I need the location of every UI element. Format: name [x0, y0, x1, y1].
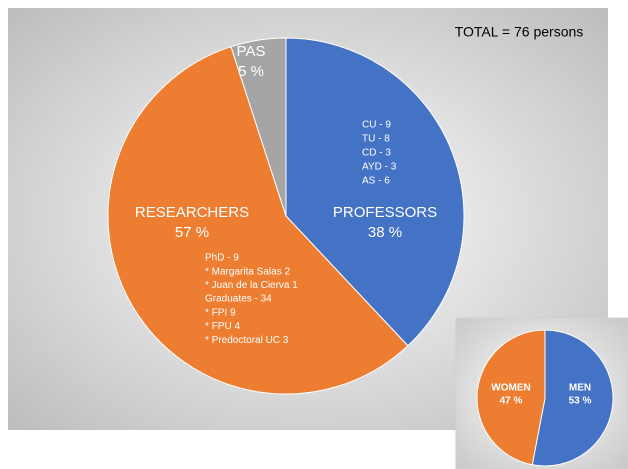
- value-label: 38 %: [368, 224, 402, 241]
- detail-text: * FPI 9: [205, 307, 236, 318]
- value-label: 47 %: [500, 396, 523, 407]
- slice-label: WOMEN: [491, 383, 530, 394]
- detail-text: * Predoctoral UC 3: [205, 335, 289, 346]
- pie-slice: [107, 46, 409, 395]
- detail-text: CD - 3: [362, 148, 391, 159]
- value-label: 57 %: [175, 224, 209, 241]
- annotation: TOTAL = 76 persons: [455, 24, 584, 40]
- slice-label: RESEARCHERS: [135, 204, 249, 221]
- value-label: 5 %: [238, 63, 264, 80]
- detail-text: TU - 8: [362, 134, 390, 145]
- detail-text: PhD - 9: [205, 253, 239, 264]
- detail-text: * Juan de la Cierva 1: [205, 280, 298, 291]
- pie-slice: [285, 37, 465, 347]
- pie-slice: [476, 329, 546, 466]
- detail-text: * FPU 4: [205, 321, 240, 332]
- detail-text: * Margarita Salas 2: [205, 266, 290, 277]
- detail-text: Graduates - 34: [205, 294, 272, 305]
- slice-label: PAS: [237, 43, 266, 60]
- value-label: 53 %: [569, 396, 592, 407]
- pie-slice: [531, 329, 614, 467]
- detail-text: AYD - 3: [362, 162, 397, 173]
- detail-text: AS - 6: [362, 176, 390, 187]
- pie-slice: [230, 37, 287, 217]
- slice-label: PROFESSORS: [333, 204, 437, 221]
- slice-label: MEN: [569, 383, 591, 394]
- detail-text: CU - 9: [362, 120, 391, 131]
